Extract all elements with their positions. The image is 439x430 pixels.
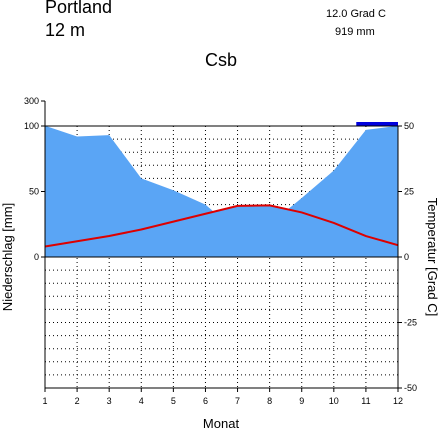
month-tick-label: 2 <box>75 396 80 406</box>
month-tick-label: 11 <box>361 396 370 406</box>
precip-tick-label: 100 <box>24 121 39 131</box>
month-tick-label: 3 <box>107 396 112 406</box>
month-tick-label: 4 <box>139 396 144 406</box>
temp-tick-label: 50 <box>404 121 414 131</box>
month-tick-label: 12 <box>393 396 403 406</box>
temperature-line <box>44 204 399 248</box>
y-axis-label-right: Temperatur [Grad C] <box>425 198 439 317</box>
annual-precipitation: 919 mm <box>335 26 375 38</box>
month-tick-label: 5 <box>171 396 176 406</box>
precip-tick-label: 50 <box>29 187 39 197</box>
station-elevation: 12 m <box>45 20 86 40</box>
month-tick-label: 7 <box>235 396 240 406</box>
temperature-series-line <box>44 204 399 248</box>
humid-period-area <box>45 125 398 247</box>
month-tick-label: 1 <box>42 396 47 406</box>
x-axis-label: Monat <box>203 416 240 430</box>
temp-tick-label: 25 <box>404 187 414 197</box>
temp-tick-label: -25 <box>404 318 417 328</box>
precipitation-base-area <box>45 205 398 257</box>
perhumid-band <box>356 122 398 126</box>
grid-lines <box>45 126 398 388</box>
month-tick-label: 10 <box>329 396 339 406</box>
temp-tick-label: -50 <box>404 383 417 393</box>
precipitation-area <box>45 122 398 257</box>
month-tick-label: 9 <box>299 396 304 406</box>
temp-tick-label: 0 <box>404 252 409 262</box>
month-tick-label: 8 <box>267 396 272 406</box>
precip-tick-label: 0 <box>34 252 39 262</box>
month-tick-label: 6 <box>203 396 208 406</box>
climate-classification: Csb <box>205 50 238 70</box>
mean-temperature: 12.0 Grad C <box>326 8 386 20</box>
precip-tick-label: 300 <box>24 96 39 106</box>
y-axis-label-left: Niederschlag [mm] <box>0 203 15 311</box>
station-name: Portland <box>45 0 113 17</box>
